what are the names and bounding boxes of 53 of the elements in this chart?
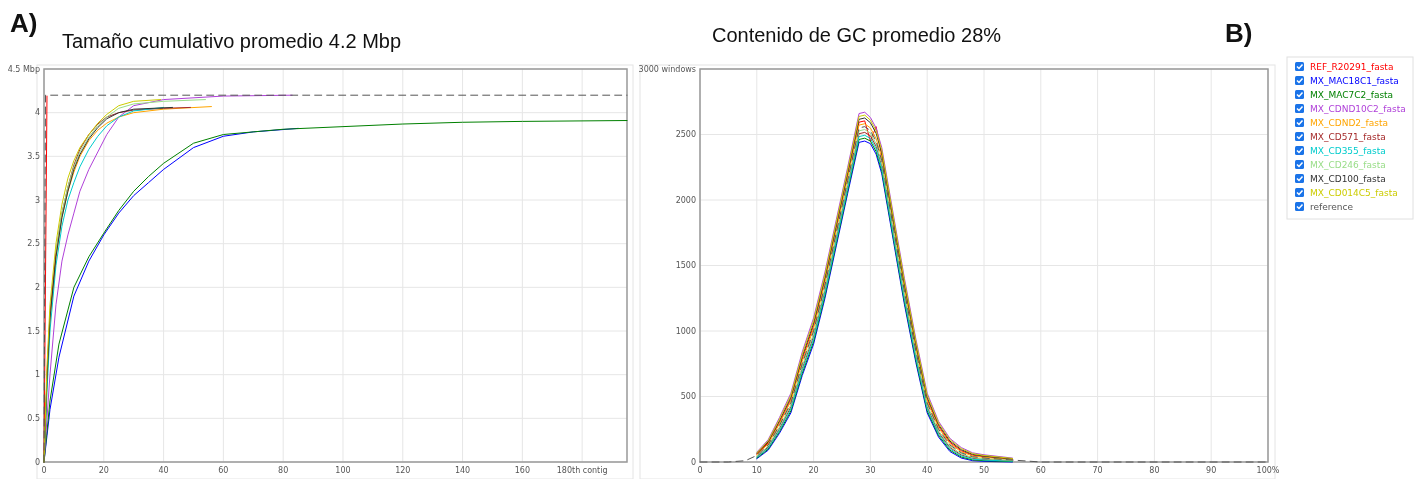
x-tick-label: 10	[751, 466, 762, 475]
y-tick-label: 2	[34, 283, 40, 293]
y-tick-label: 1.5	[27, 326, 40, 336]
y-tick-label: 500	[680, 392, 696, 402]
x-tick-label: 60	[1035, 466, 1046, 475]
x-tick-label: 40	[922, 466, 933, 475]
x-tick-label: 180th contig	[556, 466, 608, 475]
x-tick-label: 80	[278, 466, 289, 475]
text: MX_CD014C5_fasta	[1310, 188, 1398, 198]
text: MX_MAC7C2_fasta	[1310, 90, 1394, 100]
y-tick-label: 0.5	[27, 414, 40, 424]
y-tick-label: 1000	[675, 326, 696, 336]
y-tick-label: 2500	[675, 130, 696, 140]
x-tick-label: 90	[1206, 466, 1217, 475]
y-tick-label: 4.5 Mbp	[7, 64, 40, 74]
x-tick-label: 0	[41, 466, 47, 475]
x-tick-label: 80	[1149, 466, 1160, 475]
text: MX_CDND2_fasta	[1310, 118, 1388, 128]
y-tick-label: 2.5	[27, 239, 40, 249]
x-tick-label: 0	[697, 466, 703, 475]
y-tick-label: 3.5	[27, 152, 40, 162]
x-tick-label: 140	[454, 466, 471, 475]
text: MX_CDND10C2_fasta	[1310, 104, 1406, 114]
x-tick-label: 50	[978, 466, 990, 475]
x-tick-label: 100%	[1256, 466, 1280, 475]
text: A)	[10, 8, 38, 38]
x-tick-label: 40	[158, 466, 169, 475]
text: MX_CD571_fasta	[1310, 132, 1386, 142]
chart-title: Contenido de GC promedio 28%	[712, 24, 1002, 46]
x-tick-label: 20	[98, 466, 109, 475]
text: REF_R20291_fasta	[1310, 62, 1394, 72]
x-tick-label: 100	[335, 466, 351, 475]
x-tick-label: 160	[514, 466, 530, 475]
x-tick-label: 60	[218, 466, 229, 475]
y-tick-label: 1500	[675, 261, 696, 271]
y-tick-label: 1	[34, 370, 40, 380]
y-tick-label: 2000	[675, 195, 696, 205]
y-tick-label: 0	[34, 457, 40, 467]
x-tick-label: 30	[865, 466, 876, 475]
y-tick-label: 0	[690, 457, 696, 467]
y-tick-label: 3000 windows	[638, 64, 696, 74]
x-tick-label: 120	[395, 466, 411, 475]
text: MX_CD100_fasta	[1310, 174, 1386, 184]
x-tick-label: 70	[1092, 466, 1103, 475]
text: B)	[1225, 18, 1253, 48]
text: reference	[1310, 202, 1354, 212]
text: MX_CD246_fasta	[1310, 160, 1386, 170]
x-tick-label: 20	[808, 466, 819, 475]
text: MX_CD355_fasta	[1310, 146, 1386, 156]
text: MX_MAC18C1_fasta	[1310, 76, 1399, 86]
y-tick-label: 4	[34, 108, 40, 118]
y-tick-label: 3	[34, 195, 40, 205]
chart-title: Tamaño cumulativo promedio 4.2 Mbp	[62, 30, 402, 52]
